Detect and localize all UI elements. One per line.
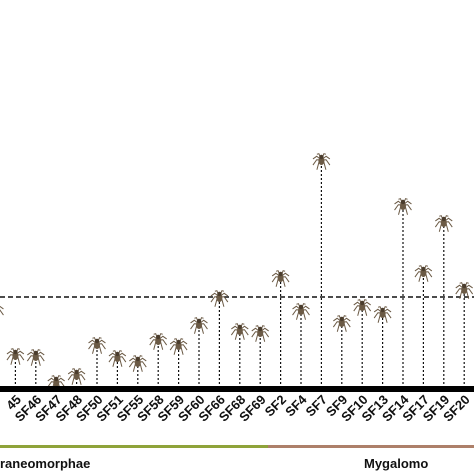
spider-head [258, 326, 263, 332]
spider-body [379, 310, 386, 318]
spider-leg [0, 305, 4, 310]
spider-body [196, 321, 202, 329]
spider [190, 317, 208, 334]
spider-head [319, 154, 324, 160]
spider-body [114, 354, 121, 362]
spider-body [359, 303, 366, 311]
spider-head [74, 369, 79, 375]
spider-body [134, 359, 141, 367]
spider [0, 305, 4, 316]
spider-body [73, 372, 80, 380]
spider [251, 325, 270, 342]
spider-body [32, 353, 39, 361]
spider-head [196, 318, 202, 324]
spider [108, 350, 127, 367]
spider [434, 215, 453, 232]
group-bar [268, 445, 474, 448]
spider-body [318, 157, 325, 165]
spider-body [298, 307, 304, 315]
spider-body [461, 286, 468, 294]
group-bar [0, 445, 268, 448]
spider-head [400, 199, 406, 205]
spider-head [115, 351, 120, 357]
spider [210, 290, 229, 307]
spider [332, 315, 351, 332]
spider-body [12, 352, 19, 360]
spider [169, 338, 188, 355]
spider-body [216, 294, 223, 302]
spider-body [94, 341, 100, 349]
baseline [0, 386, 474, 392]
spider-head [217, 291, 222, 297]
spider-body [400, 202, 406, 210]
spider [128, 355, 147, 372]
spider [6, 348, 25, 365]
spider-head [94, 338, 100, 344]
spider-head [298, 304, 304, 310]
spider-body [155, 337, 162, 345]
spider [455, 282, 474, 299]
spider-head [441, 216, 446, 222]
spider-body [236, 327, 243, 335]
spider-head [462, 283, 467, 289]
spider-leg [0, 309, 4, 316]
spider-body [257, 329, 264, 337]
group-label: raneomorphae [0, 456, 90, 471]
spider-head [380, 307, 385, 313]
spider-head [54, 376, 59, 382]
spider-head [360, 300, 365, 306]
spider-body [338, 319, 345, 327]
spider [394, 198, 412, 215]
spider-head [278, 271, 283, 277]
spider-head [237, 324, 242, 330]
spider [88, 337, 106, 354]
spider-head [13, 349, 18, 355]
spider [149, 333, 168, 350]
spider-head [33, 350, 38, 356]
spider-body [277, 274, 284, 282]
spider [271, 270, 290, 287]
group-label: Mygalomo [364, 456, 428, 471]
spider [230, 323, 249, 340]
spider [414, 265, 433, 282]
spider-body [53, 379, 60, 387]
spider [353, 299, 372, 316]
spider-head [421, 266, 426, 272]
spider-body [175, 342, 182, 350]
spider [292, 303, 310, 320]
spider-body [440, 219, 447, 227]
spider-head [176, 339, 181, 345]
spider-head [339, 316, 344, 322]
spider [312, 153, 331, 170]
spider-head [156, 334, 161, 340]
spider [373, 306, 392, 323]
spider-body [420, 269, 427, 277]
spider-head [135, 356, 140, 362]
spider [26, 349, 45, 366]
spider [67, 368, 86, 385]
